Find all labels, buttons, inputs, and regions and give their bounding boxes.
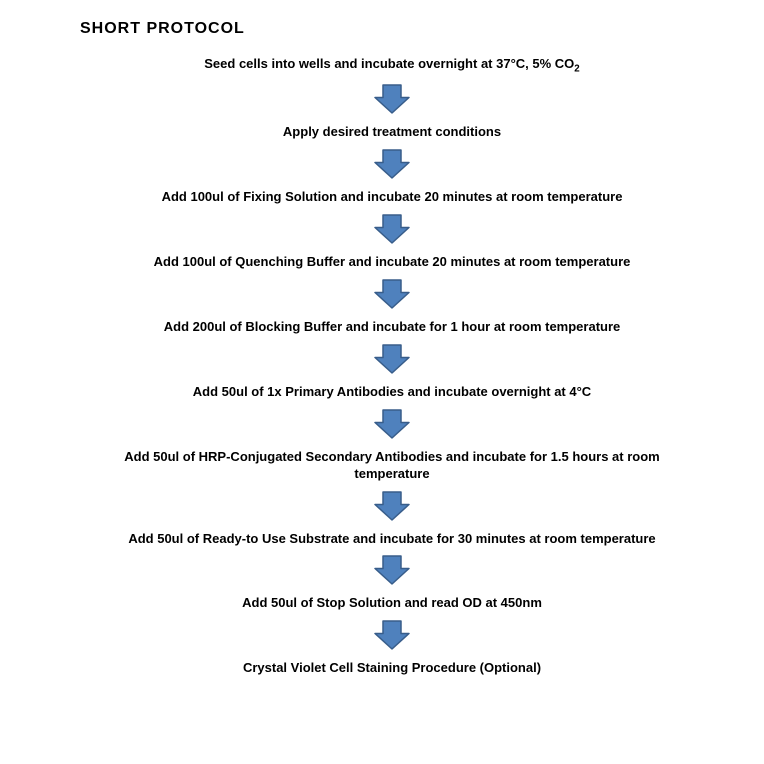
- down-arrow-icon: [374, 491, 410, 521]
- protocol-step: Add 100ul of Fixing Solution and incubat…: [162, 189, 623, 206]
- protocol-step: Add 100ul of Quenching Buffer and incuba…: [154, 254, 631, 271]
- protocol-step: Add 50ul of Stop Solution and read OD at…: [242, 595, 542, 612]
- down-arrow-icon: [374, 344, 410, 374]
- protocol-step: Add 50ul of Ready-to Use Substrate and i…: [128, 531, 655, 548]
- page-title: SHORT PROTOCOL: [80, 20, 704, 38]
- protocol-step: Seed cells into wells and incubate overn…: [204, 56, 579, 76]
- protocol-page: SHORT PROTOCOL Seed cells into wells and…: [0, 0, 764, 697]
- down-arrow-icon: [374, 279, 410, 309]
- protocol-step: Add 200ul of Blocking Buffer and incubat…: [164, 319, 621, 336]
- down-arrow-icon: [374, 555, 410, 585]
- protocol-steps: Seed cells into wells and incubate overn…: [80, 56, 704, 677]
- down-arrow-icon: [374, 214, 410, 244]
- down-arrow-icon: [374, 149, 410, 179]
- protocol-step: Add 50ul of 1x Primary Antibodies and in…: [193, 384, 591, 401]
- down-arrow-icon: [374, 620, 410, 650]
- protocol-step: Crystal Violet Cell Staining Procedure (…: [243, 660, 541, 677]
- protocol-step: Add 50ul of HRP-Conjugated Secondary Ant…: [112, 449, 672, 483]
- down-arrow-icon: [374, 84, 410, 114]
- protocol-step: Apply desired treatment conditions: [283, 124, 501, 141]
- down-arrow-icon: [374, 409, 410, 439]
